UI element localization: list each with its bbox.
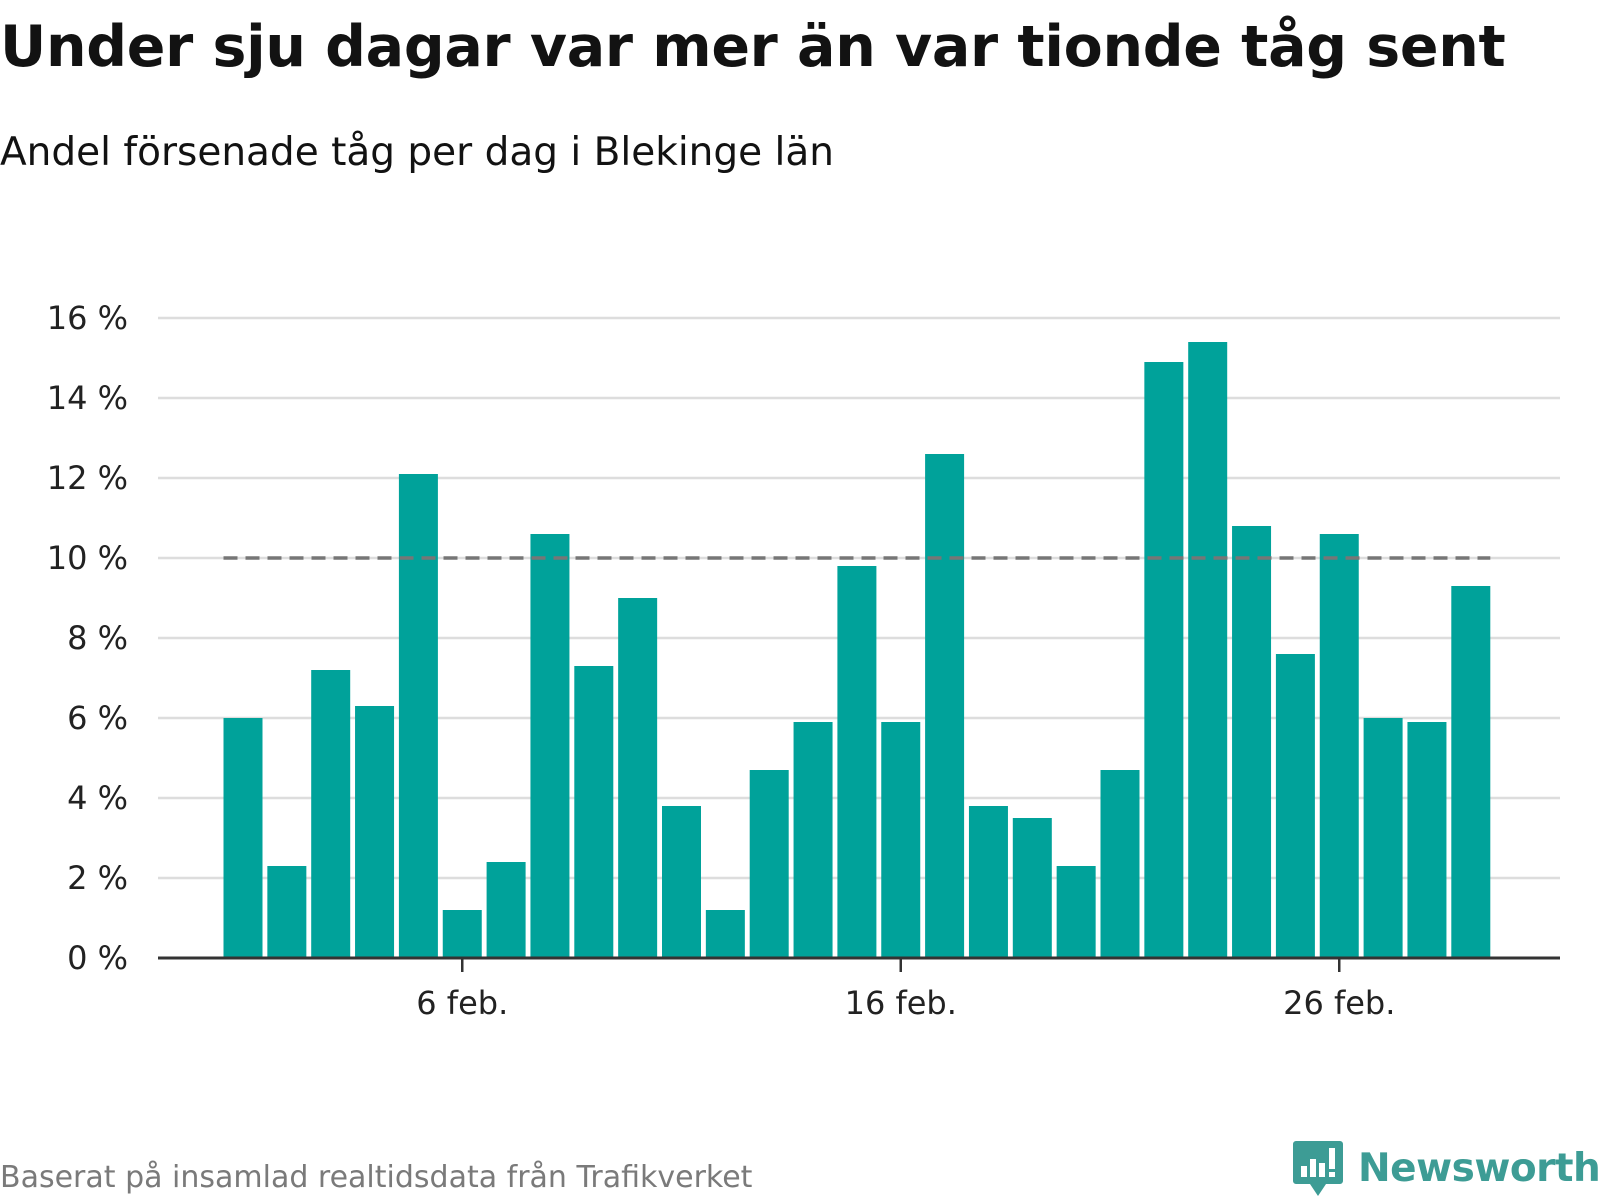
chart-title: Under sju dagar var mer än var tionde tå…	[0, 14, 1506, 80]
newsworthy-logo-icon	[1293, 1141, 1343, 1196]
bar	[1407, 722, 1447, 958]
y-tick-label: 2 %	[67, 859, 128, 897]
bar	[1363, 718, 1403, 958]
bar	[1056, 866, 1096, 958]
bar	[442, 910, 482, 958]
bar	[530, 534, 570, 958]
bar	[662, 806, 701, 958]
bar	[486, 862, 526, 958]
bar	[398, 474, 438, 958]
y-tick-label: 16 %	[47, 299, 128, 337]
bar	[1188, 342, 1228, 958]
source-note: Baserat på insamlad realtidsdata från Tr…	[0, 1160, 753, 1195]
bars	[223, 342, 1491, 958]
brand-logo[interactable]: Newsworthy	[1292, 1140, 1600, 1196]
chart-subtitle: Andel försenade tåg per dag i Blekinge l…	[0, 130, 834, 175]
bar	[881, 722, 921, 958]
y-tick-label: 14 %	[47, 379, 128, 417]
bar	[1275, 654, 1315, 958]
bar	[311, 670, 351, 958]
y-tick-label: 4 %	[67, 779, 128, 817]
y-tick-label: 10 %	[47, 539, 128, 577]
x-tick-label: 6 feb.	[416, 984, 508, 1022]
bar	[1232, 526, 1272, 958]
bar	[837, 566, 877, 958]
y-tick-label: 6 %	[67, 699, 128, 737]
bar	[1012, 818, 1052, 958]
bar	[705, 910, 745, 958]
bar	[1144, 362, 1184, 958]
bar	[267, 866, 307, 958]
brand-name: Newsworthy	[1358, 1145, 1600, 1191]
y-tick-label: 8 %	[67, 619, 128, 657]
bar	[355, 706, 395, 958]
y-tick-label: 0 %	[67, 939, 128, 977]
y-tick-label: 12 %	[47, 459, 128, 497]
x-tick-label: 16 feb.	[845, 984, 957, 1022]
bar	[749, 770, 789, 958]
bar	[793, 722, 833, 958]
bar	[618, 598, 658, 958]
x-axis-ticks: 6 feb. 16 feb. 26 feb.	[416, 958, 1395, 1022]
y-axis-ticks: 0 % 2 % 4 % 6 % 8 % 10 % 12 % 14 % 16 %	[47, 299, 128, 977]
bar	[223, 718, 263, 958]
bar	[1451, 586, 1491, 958]
bar	[1100, 770, 1140, 958]
bar	[925, 454, 965, 958]
bar	[574, 666, 614, 958]
x-tick-label: 26 feb.	[1283, 984, 1395, 1022]
bar	[968, 806, 1008, 958]
bar	[1319, 534, 1359, 958]
